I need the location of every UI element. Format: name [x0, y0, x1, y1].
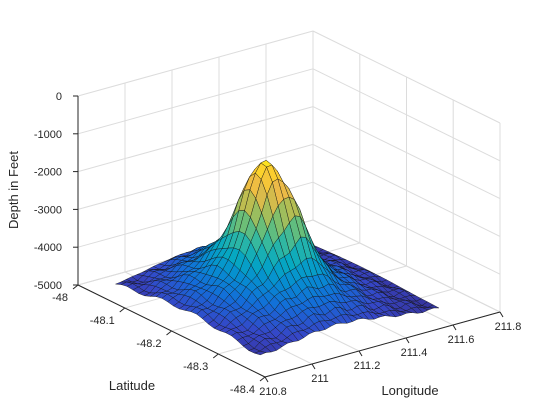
x-tick-label: 211.2 [354, 360, 381, 372]
y-tick-label: -48.1 [90, 315, 115, 327]
z-tick-label: -4000 [34, 242, 62, 254]
x-tick [406, 338, 409, 343]
wall-gridline-z [78, 107, 313, 172]
x-tick-label: 211 [311, 373, 329, 385]
z-tick-label: -2000 [34, 167, 62, 179]
y-tick [213, 354, 218, 358]
y-tick [167, 331, 172, 335]
wall-gridline-z [78, 69, 313, 134]
z-tick-label: -5000 [34, 280, 62, 292]
x-tick [500, 312, 503, 317]
x-tick [312, 364, 315, 369]
y-tick-label: -48.2 [136, 338, 161, 350]
y-tick-label: -48.3 [183, 361, 208, 373]
x-tick [265, 377, 268, 382]
y-axis-label: Latitude [109, 378, 155, 393]
y-tick-label: -48.4 [230, 384, 255, 396]
y-tick [120, 308, 125, 312]
x-tick-label: 211.4 [401, 347, 428, 359]
y-tick [73, 285, 78, 289]
x-axis-label: Longitude [381, 383, 438, 398]
y-tick-label: -48 [52, 292, 68, 304]
y-tick [260, 377, 265, 381]
wall-gridline-z [78, 31, 313, 96]
z-tick-label: -1000 [34, 129, 62, 141]
z-axis-label: Depth in Feet [6, 151, 21, 229]
x-tick [453, 325, 456, 330]
x-tick-label: 211.8 [495, 321, 522, 333]
x-tick-label: 210.8 [259, 386, 287, 398]
z-tick-label: 0 [56, 91, 62, 103]
z-tick-label: -3000 [34, 204, 62, 216]
x-tick-label: 211.6 [448, 334, 475, 346]
x-tick [359, 351, 362, 356]
